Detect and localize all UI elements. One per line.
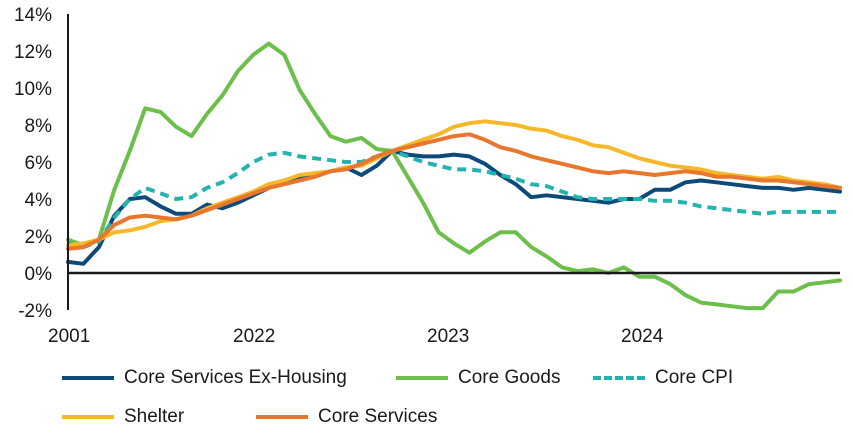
y-tick-label: -2%: [18, 301, 52, 322]
y-tick-label: 4%: [25, 190, 53, 211]
y-tick-label: 8%: [25, 116, 53, 137]
x-tick-label: 2022: [233, 326, 275, 347]
y-tick-label: 0%: [25, 264, 53, 285]
y-axis-ticks: -2% 0% 2% 4% 6% 8% 10% 12% 14%: [14, 5, 52, 322]
series-line-core-services-ex-housing: [66, 148, 842, 266]
x-tick-label: 2023: [427, 326, 469, 347]
y-tick-label: 10%: [14, 79, 52, 100]
y-tick-label: 6%: [25, 153, 53, 174]
series-line-core-goods: [66, 41, 842, 311]
series-line-core-cpi: [67, 148, 840, 250]
y-tick-label: 2%: [25, 227, 53, 248]
x-axis-ticks: 2001 2022 2023 2024: [48, 326, 664, 347]
x-tick-label: 2024: [621, 326, 664, 347]
x-tick-label: 2001: [48, 326, 90, 347]
y-tick-label: 14%: [14, 5, 52, 26]
series-line-core-services: [66, 132, 842, 251]
series-lines: [66, 41, 842, 311]
y-tick-label: 12%: [14, 42, 52, 63]
